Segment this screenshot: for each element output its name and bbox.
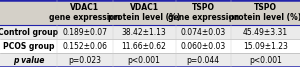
Text: p<0.001: p<0.001 — [249, 56, 282, 65]
Bar — [0, 25, 57, 39]
Bar — [112, 39, 176, 53]
Text: 15.09±1.23: 15.09±1.23 — [243, 42, 288, 51]
Bar — [0, 39, 57, 53]
Bar — [57, 25, 112, 39]
Text: 0.189±0.07: 0.189±0.07 — [62, 28, 107, 37]
Bar — [231, 25, 300, 39]
Bar — [231, 53, 300, 67]
Bar — [112, 53, 176, 67]
Text: p=0.044: p=0.044 — [187, 56, 220, 65]
Bar — [112, 0, 176, 25]
Bar — [57, 0, 112, 25]
Text: 0.074±0.03: 0.074±0.03 — [181, 28, 226, 37]
Text: 0.060±0.03: 0.060±0.03 — [181, 42, 226, 51]
Bar — [231, 39, 300, 53]
Bar — [57, 53, 112, 67]
Text: 0.152±0.06: 0.152±0.06 — [62, 42, 107, 51]
Text: VDAC1
protein level (%): VDAC1 protein level (%) — [108, 3, 180, 22]
Text: VDAC1
gene expression: VDAC1 gene expression — [49, 3, 120, 22]
Text: 45.49±3.31: 45.49±3.31 — [243, 28, 288, 37]
Bar — [231, 0, 300, 25]
Bar — [176, 25, 231, 39]
Text: TSPO
protein level (%): TSPO protein level (%) — [230, 3, 300, 22]
Bar — [176, 39, 231, 53]
Text: p=0.023: p=0.023 — [68, 56, 101, 65]
Bar — [176, 0, 231, 25]
Bar — [112, 25, 176, 39]
Text: 11.66±0.62: 11.66±0.62 — [122, 42, 167, 51]
Text: TSPO
gene expression: TSPO gene expression — [168, 3, 239, 22]
Bar — [57, 39, 112, 53]
Bar — [0, 0, 57, 25]
Text: Control group: Control group — [0, 28, 58, 37]
Text: p value: p value — [13, 56, 44, 65]
Text: p<0.001: p<0.001 — [128, 56, 160, 65]
Bar — [0, 53, 57, 67]
Bar — [176, 53, 231, 67]
Text: 38.42±1.13: 38.42±1.13 — [122, 28, 167, 37]
Text: PCOS group: PCOS group — [3, 42, 54, 51]
